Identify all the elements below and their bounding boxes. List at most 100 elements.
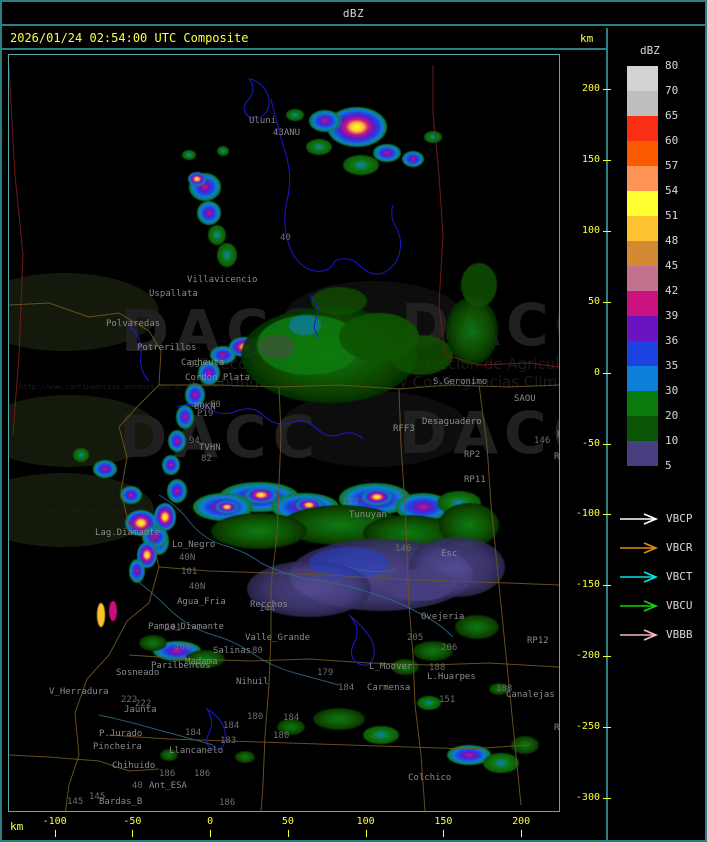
place-label: Agua_Fria [177,597,226,607]
place-label: 80KN [194,402,216,412]
colorbar-swatch[interactable] [627,441,658,466]
place-label: Potrerillos [137,343,197,353]
colorbar-swatch[interactable] [627,241,658,266]
colorbar-tick-label: 5 [665,459,672,472]
station-number: 183 [220,736,237,746]
window-titlebar: dBZ [2,2,705,26]
colorbar-swatch[interactable] [627,191,658,216]
colorbar-title: dBZ [640,44,660,57]
geography-layer [9,65,559,811]
y-axis-unit-label: km [580,32,594,45]
wind-vector-label: VBCR [666,541,693,554]
y-axis-tick-label: 150 [581,154,600,166]
wind-vector-label: VBBB [666,628,693,641]
map-canvas: DACC DACC DACC DACC Direccion de Agricul… [9,55,559,811]
colorbar-tick-label: 45 [665,259,679,272]
x-axis-tick-label: 100 [356,816,375,827]
place-label: RB8 [554,452,560,462]
place-label: RF3 [557,430,559,440]
x-axis-unit-label: km [10,820,24,833]
radar-map-panel[interactable]: DACC DACC DACC DACC Direccion de Agricul… [8,54,611,812]
colorbar-swatch[interactable] [627,216,658,241]
watermark-oval-1 [9,273,159,351]
colorbar-swatch[interactable] [627,391,658,416]
place-label: Desaguadero [422,417,482,427]
y-axis-tick-mark [603,514,611,516]
station-number: 184 [223,721,240,731]
place-label: Bardas_B [99,797,143,807]
place-label: Carmensa [367,683,411,693]
colorbar-swatch[interactable] [627,291,658,316]
wind-vector-legend-item[interactable]: VBCT [618,566,707,595]
window-title: dBZ [342,6,365,20]
wind-vector-legend-item[interactable]: VBCR [618,537,707,566]
wind-vector-legend-item[interactable]: VBCP [618,508,707,537]
place-label: SAOU [514,394,536,404]
station-number: P19 [197,409,214,419]
station-number: 40 [280,233,291,243]
x-axis-tick-label: -50 [123,816,142,827]
colorbar-tick-label: 48 [665,234,679,247]
place-label: Salinas [213,646,251,656]
colorbar-swatch[interactable] [627,166,658,191]
station-number: 151 [439,695,456,705]
station-number: 40N [179,553,196,563]
x-axis-tick-label: 0 [207,816,214,827]
panel-divider [606,28,608,840]
y-axis-tick-mark [603,656,611,658]
place-label: Ant_ESA [149,781,187,791]
place-label: Esc [441,549,458,559]
y-axis-tick-label: -100 [575,508,600,520]
wind-vector-legend-item[interactable]: VBBB [618,624,707,653]
station-number: 80 [252,646,263,656]
watermark-url-a: http://www.contingencias.mendoza.gov.ar [19,383,184,391]
place-label: S.Geronimo [433,377,488,387]
arrow-icon [620,542,659,554]
place-label: P.Jurado [99,729,143,739]
station-number: 188 [429,663,446,673]
radar-echo-layer [73,107,539,773]
y-axis-tick-mark [603,443,611,445]
colorbar-tick-label: 60 [665,134,679,147]
place-label: Parilbentos [151,661,211,671]
station-number: 180 [247,712,264,722]
colorbar-swatch[interactable] [627,116,658,141]
place-label: Pincheira [93,742,142,752]
arrow-icon [620,513,659,525]
station-number: 94 [189,436,200,446]
colorbar-swatch[interactable] [627,316,658,341]
y-axis-tick-label: 200 [581,83,600,95]
place-label: Madama [185,657,218,667]
station-number: 144 [259,604,276,614]
wind-vector-legend: VBCP VBCR VBCT VBCU VBBB [618,508,707,653]
colorbar-swatch[interactable] [627,91,658,116]
place-label: 43ANU [273,128,301,138]
colorbar-swatch[interactable] [627,366,658,391]
place-label: Uspallata [149,289,198,299]
x-axis-tick-mark [54,830,56,837]
station-number: 80 [210,400,221,410]
place-label: Pampa_Diamante [148,622,224,632]
x-axis-tick-label: 50 [281,816,294,827]
station-number: 184 [338,683,355,693]
place-label: Sosneado [116,668,160,678]
x-axis-tick-mark [210,830,212,837]
station-number: 145 [67,797,84,807]
y-axis-tick-label: -300 [575,791,600,803]
colorbar-swatch[interactable] [627,266,658,291]
colorbar-swatch[interactable] [627,141,658,166]
station-number: 179 [317,668,334,678]
colorbar-swatch[interactable] [627,341,658,366]
colorbar-swatch[interactable] [627,416,658,441]
y-axis-tick-mark [603,797,611,799]
station-number: 186 [194,769,211,779]
station-number: 40N [174,643,191,653]
place-label: Cacheuta [181,358,225,368]
wind-vector-legend-item[interactable]: VBCU [618,595,707,624]
station-number: 188 [496,684,513,694]
colorbar-tick-label: 36 [665,334,679,347]
station-number: 205 [407,633,424,643]
y-axis-tick-mark [603,585,611,587]
colorbar-swatch[interactable] [627,66,658,91]
colorbar[interactable] [627,66,658,466]
